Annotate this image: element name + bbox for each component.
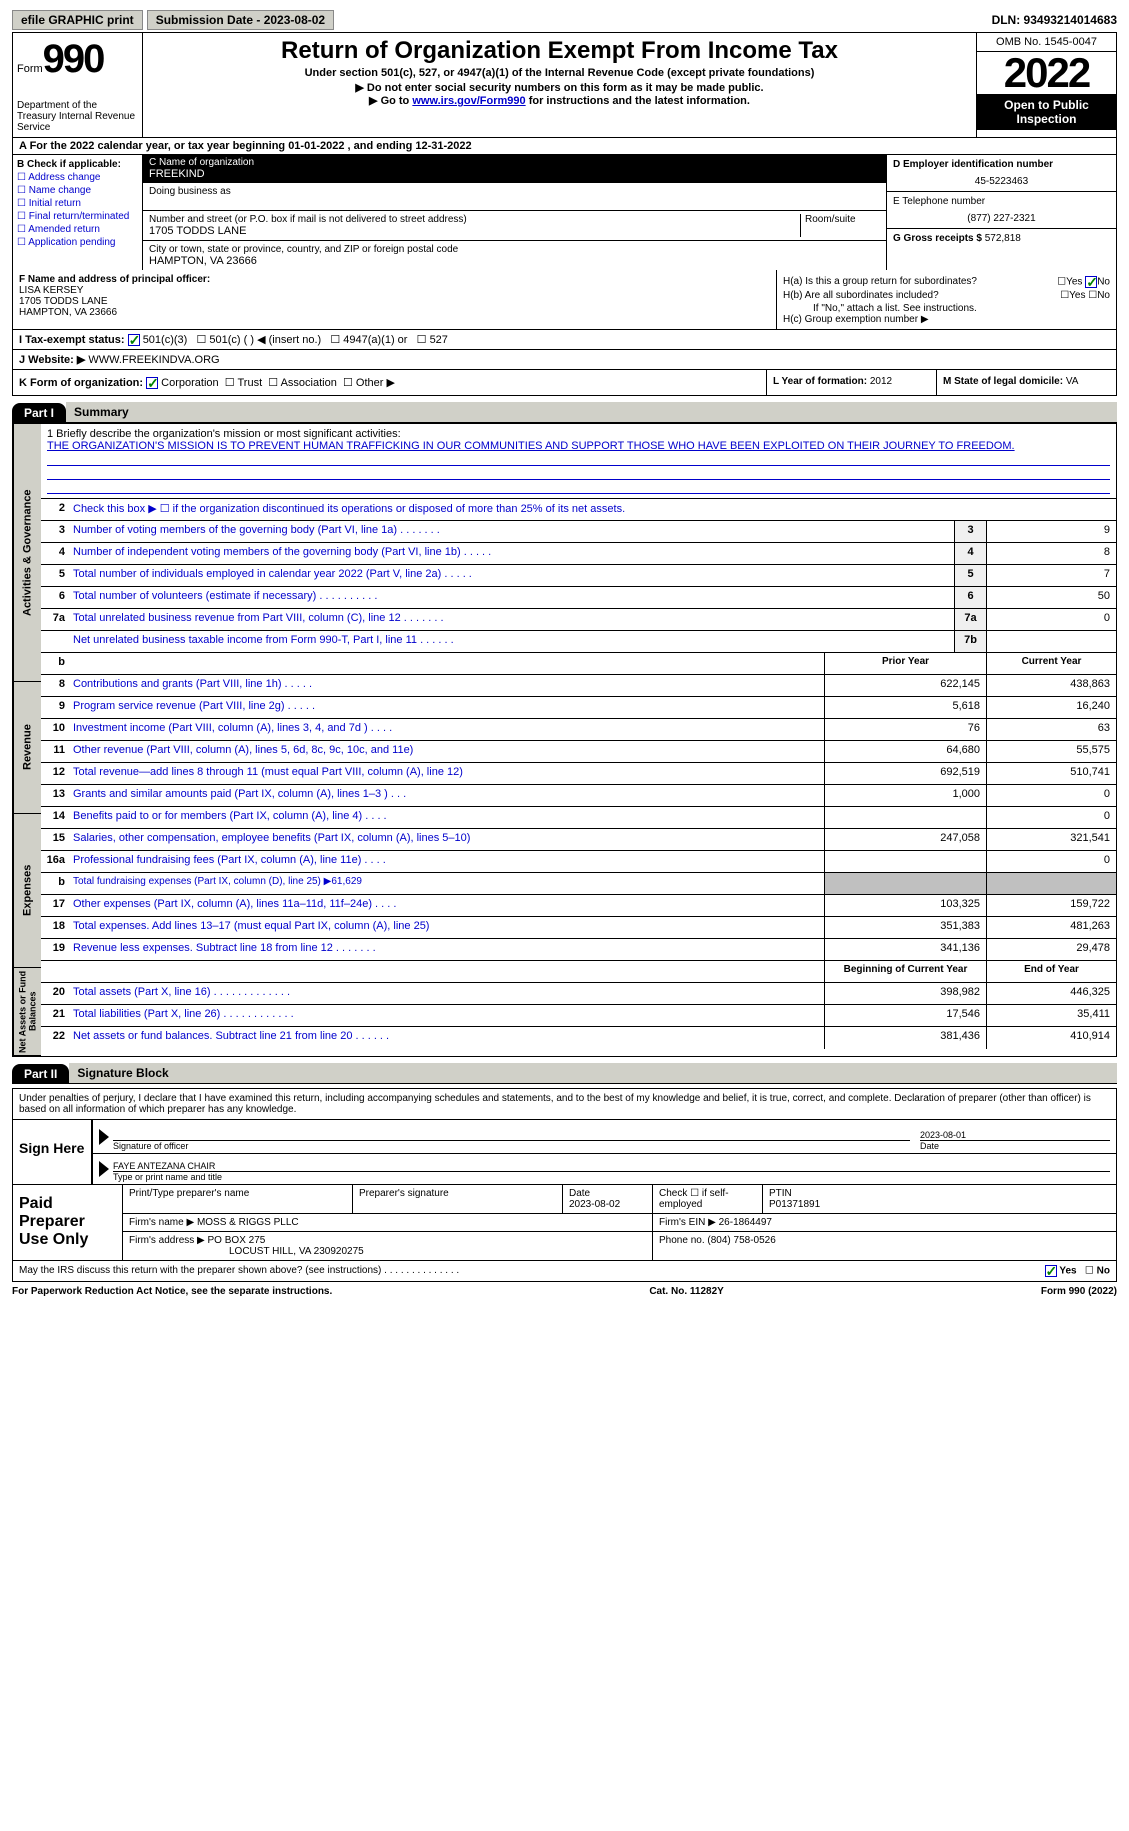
instruction-1: ▶ Do not enter social security numbers o… (151, 81, 968, 94)
cb-initial-return[interactable]: ☐ Initial return (17, 198, 138, 209)
tax-year: 2022 (977, 52, 1116, 94)
form-footer: Form 990 (2022) (1041, 1286, 1117, 1297)
sign-here-label: Sign Here (13, 1120, 93, 1184)
catalog-number: Cat. No. 11282Y (649, 1286, 723, 1297)
submission-date: Submission Date - 2023-08-02 (147, 10, 334, 30)
vert-netassets: Net Assets or Fund Balances (13, 968, 41, 1056)
efile-button[interactable]: efile GRAPHIC print (12, 10, 143, 30)
section-b: B Check if applicable: ☐ Address change … (13, 155, 143, 270)
cb-amended[interactable]: ☐ Amended return (17, 224, 138, 235)
dln: DLN: 93493214014683 (992, 13, 1117, 27)
cb-pending[interactable]: ☐ Application pending (17, 237, 138, 248)
inspection-notice: Open to Public Inspection (977, 94, 1116, 130)
paid-preparer-label: Paid Preparer Use Only (13, 1185, 123, 1260)
vert-revenue: Revenue (13, 682, 41, 814)
department: Department of the Treasury Internal Reve… (17, 100, 138, 133)
section-d: D Employer identification number 45-5223… (886, 155, 1116, 270)
section-m: M State of legal domicile: VA (936, 370, 1116, 395)
part2-title: Signature Block (69, 1063, 1117, 1084)
form-number: 990 (43, 37, 104, 81)
cb-final-return[interactable]: ☐ Final return/terminated (17, 211, 138, 222)
cb-address-change[interactable]: ☐ Address change (17, 172, 138, 183)
main-title: Return of Organization Exempt From Incom… (151, 37, 968, 65)
summary-table: Activities & Governance Revenue Expenses… (12, 423, 1117, 1057)
paperwork-notice: For Paperwork Reduction Act Notice, see … (12, 1286, 332, 1297)
section-l: L Year of formation: 2012 (766, 370, 936, 395)
vert-expenses: Expenses (13, 814, 41, 968)
irs-link[interactable]: www.irs.gov/Form990 (412, 95, 525, 107)
section-i: I Tax-exempt status: 501(c)(3) ☐ 501(c) … (12, 330, 1117, 350)
section-a: A For the 2022 calendar year, or tax yea… (12, 138, 1117, 155)
section-h: H(a) Is this a group return for subordin… (776, 270, 1116, 329)
instruction-2: ▶ Go to www.irs.gov/Form990 for instruct… (151, 94, 968, 107)
cb-501c3[interactable] (128, 334, 140, 346)
cb-discuss-yes[interactable] (1045, 1265, 1057, 1277)
form-label: Form (17, 63, 43, 75)
discuss-row: May the IRS discuss this return with the… (12, 1261, 1117, 1282)
subtitle: Under section 501(c), 527, or 4947(a)(1)… (151, 67, 968, 79)
part1-title: Summary (66, 402, 1117, 423)
section-j: J Website: ▶ WWW.FREEKINDVA.ORG (12, 350, 1117, 370)
cb-corporation[interactable] (146, 377, 158, 389)
section-c: C Name of organization FREEKIND Doing bu… (143, 155, 886, 270)
cb-name-change[interactable]: ☐ Name change (17, 185, 138, 196)
section-f: F Name and address of principal officer:… (13, 270, 776, 329)
form-header: Form990 Department of the Treasury Inter… (12, 32, 1117, 138)
part1-label: Part I (12, 403, 66, 423)
mission-text: THE ORGANIZATION'S MISSION IS TO PREVENT… (47, 440, 1110, 452)
part2-label: Part II (12, 1064, 69, 1084)
vert-governance: Activities & Governance (13, 424, 41, 682)
signature-block: Under penalties of perjury, I declare th… (12, 1088, 1117, 1261)
section-k: K Form of organization: Corporation ☐ Tr… (13, 370, 766, 395)
